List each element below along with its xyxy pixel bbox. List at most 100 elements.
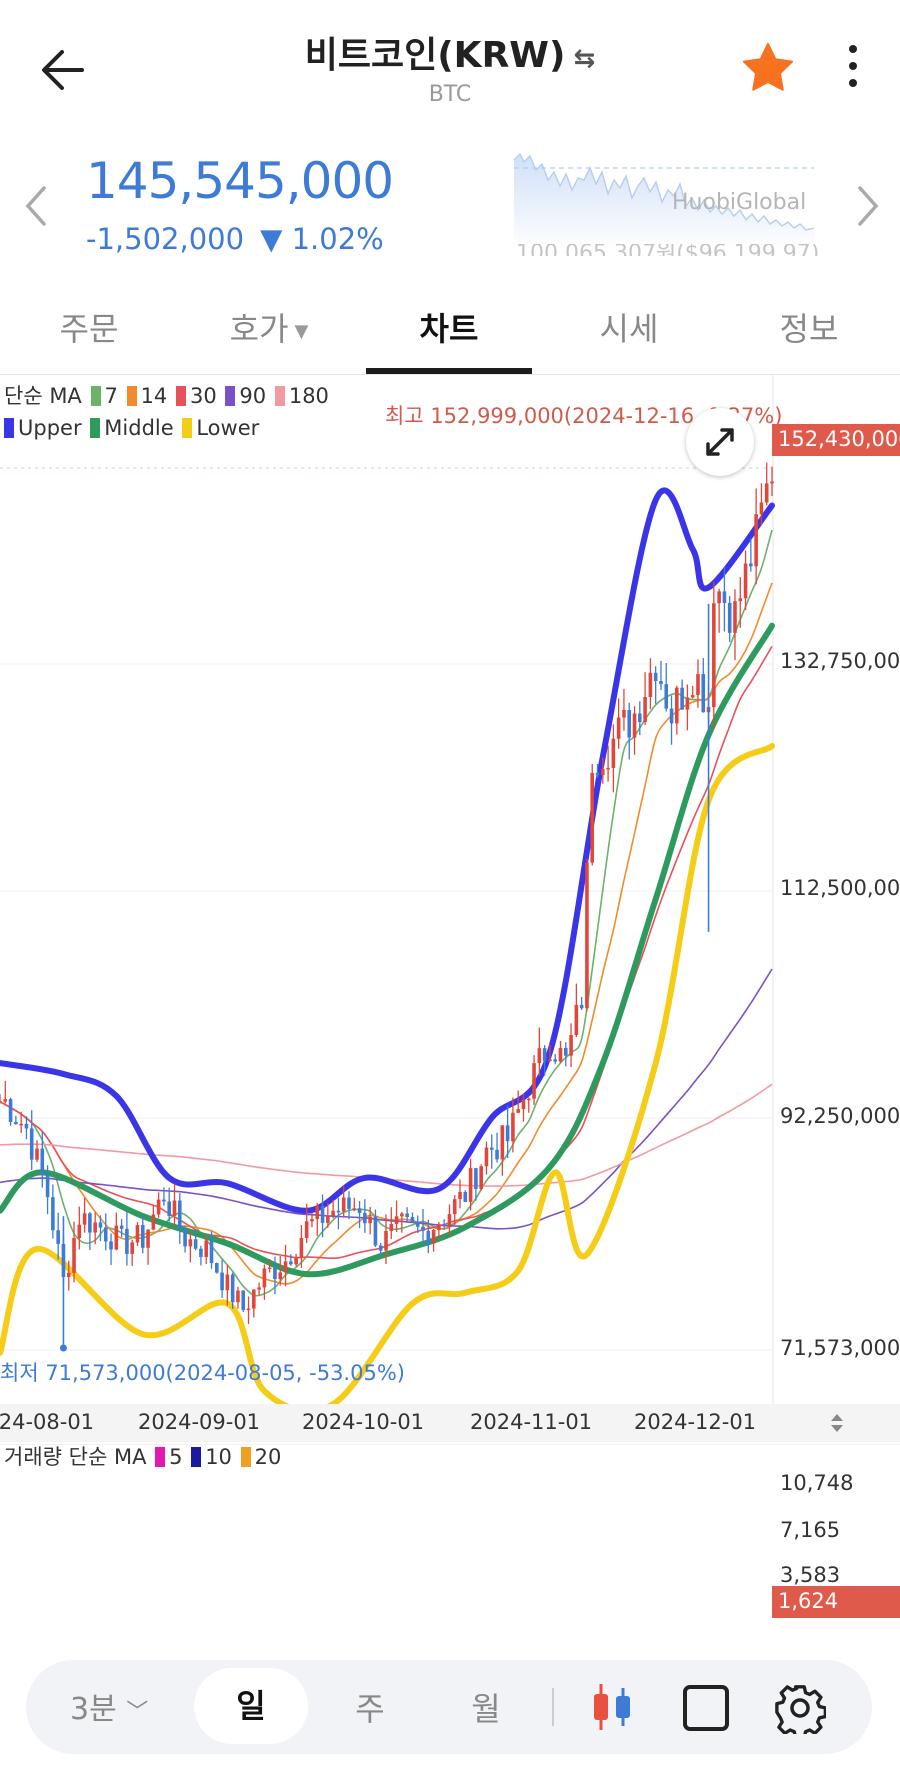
- vma10-swatch: [191, 1447, 202, 1467]
- candle-body: [289, 1261, 293, 1265]
- candle-body: [574, 1004, 579, 1036]
- candle-body: [606, 767, 610, 770]
- more-options-icon[interactable]: [840, 42, 866, 98]
- bollinger-bands: [0, 487, 775, 1414]
- candlestick-series: [0, 462, 774, 1352]
- candle-body: [442, 1224, 446, 1227]
- tab-orderbook[interactable]: 호가 ▼: [184, 304, 354, 350]
- interval-day-button[interactable]: 일: [194, 1668, 308, 1744]
- next-coin-chevron-icon[interactable]: [852, 184, 882, 228]
- settings-gear-icon[interactable]: [774, 1682, 826, 1734]
- candle-body: [410, 1217, 415, 1222]
- candle-body: [72, 1238, 76, 1273]
- candle-body: [267, 1267, 272, 1270]
- tab-chart[interactable]: 차트: [419, 310, 479, 348]
- candle-body: [151, 1214, 156, 1230]
- x-tick: 2024-10-01: [302, 1410, 425, 1434]
- tab-divider: [0, 374, 900, 375]
- candle-body: [585, 862, 589, 1009]
- interval-month-button[interactable]: 월: [471, 1690, 501, 1728]
- active-tab-underline: [366, 368, 532, 374]
- vma10-label: 10: [205, 1445, 232, 1469]
- tab-info[interactable]: 정보: [779, 310, 839, 348]
- candle-body: [93, 1222, 97, 1233]
- price-chart[interactable]: [0, 375, 900, 1445]
- bb-lower-line: [0, 743, 775, 1414]
- candle-body: [653, 672, 658, 682]
- candle-body: [712, 603, 716, 708]
- bollinger-legend[interactable]: Upper Middle Lower: [2, 416, 259, 440]
- candle-body: [669, 708, 674, 724]
- candle-body: [204, 1240, 209, 1257]
- interval-week-button[interactable]: 주: [355, 1690, 385, 1728]
- resize-pane-icon[interactable]: [828, 1411, 846, 1435]
- candle-body: [114, 1225, 119, 1250]
- candle-body: [759, 502, 764, 515]
- tab-order[interactable]: 주문: [59, 310, 119, 348]
- candle-body: [341, 1197, 346, 1212]
- candle-body: [579, 1004, 584, 1009]
- candle-body: [98, 1222, 103, 1228]
- coin-title[interactable]: 비트코인(KRW) ⇆: [0, 26, 900, 78]
- candle-body: [643, 697, 647, 723]
- ma14-label: 14: [140, 384, 168, 408]
- vma5-swatch: [155, 1447, 166, 1467]
- tab-market-price[interactable]: 시세: [599, 310, 659, 348]
- price-change: -1,502,000 ▼ 1.02%: [86, 222, 384, 256]
- current-volume-tag: 1,624: [772, 1586, 900, 1618]
- bb-middle-swatch: [90, 418, 101, 438]
- back-arrow-icon[interactable]: [38, 40, 98, 100]
- swap-icon[interactable]: ⇆: [573, 44, 596, 74]
- candle-body: [188, 1239, 193, 1247]
- candle-body: [246, 1308, 251, 1311]
- mini-sparkline-chart[interactable]: [514, 150, 814, 250]
- chart-toolbar: [26, 1660, 872, 1754]
- candle-body: [209, 1240, 214, 1264]
- date-axis[interactable]: [0, 1404, 900, 1442]
- candle-body: [638, 713, 642, 723]
- minute-interval-dropdown[interactable]: 3분 ﹀: [70, 1692, 149, 1727]
- candle-body: [135, 1225, 140, 1243]
- x-tick: 2024-08-01: [0, 1410, 95, 1434]
- drawing-tool-icon[interactable]: [682, 1684, 730, 1732]
- candle-body: [505, 1125, 510, 1142]
- candle-body: [764, 483, 769, 503]
- bb-lower-swatch: [182, 418, 193, 438]
- bb-upper-label: Upper: [18, 416, 82, 440]
- prev-coin-chevron-icon[interactable]: [22, 184, 52, 228]
- candle-body: [495, 1149, 499, 1160]
- candle-body: [183, 1228, 187, 1247]
- candle-body: [738, 598, 743, 602]
- price-change-amount: -1,502,000: [86, 222, 245, 256]
- vma5-label: 5: [169, 1445, 183, 1469]
- candle-body: [675, 687, 679, 724]
- candle-body: [447, 1214, 452, 1226]
- ma-legend[interactable]: 단순 MA 7 14 30 90 180: [4, 380, 329, 410]
- candle-body: [273, 1267, 277, 1280]
- candle-body: [0, 1101, 2, 1104]
- candle-body: [225, 1274, 230, 1291]
- expand-chart-button[interactable]: [686, 408, 754, 476]
- favorite-star-icon[interactable]: [740, 40, 796, 96]
- candle-body: [685, 697, 690, 710]
- y-tick: 71,573,000: [780, 1336, 900, 1360]
- candle-body: [500, 1125, 505, 1160]
- candle-body: [627, 709, 632, 738]
- candle-body: [88, 1213, 92, 1233]
- candle-body: [304, 1221, 309, 1239]
- candle-body: [357, 1208, 362, 1213]
- candle-body: [82, 1213, 87, 1225]
- ma30-label: 30: [189, 384, 217, 408]
- candle-body: [727, 602, 732, 633]
- candle-body: [167, 1201, 172, 1216]
- candle-body: [558, 1047, 563, 1062]
- candle-body: [373, 1216, 378, 1246]
- candle-body: [214, 1263, 219, 1273]
- volume-legend[interactable]: 거래량 단순 MA 5 10 20: [4, 1441, 281, 1471]
- coin-name: 비트코인(KRW): [304, 35, 566, 76]
- candle-body: [3, 1099, 8, 1102]
- chart-grid: [0, 375, 900, 1445]
- ma90-label: 90: [239, 384, 267, 408]
- candle-type-icon[interactable]: [590, 1682, 634, 1732]
